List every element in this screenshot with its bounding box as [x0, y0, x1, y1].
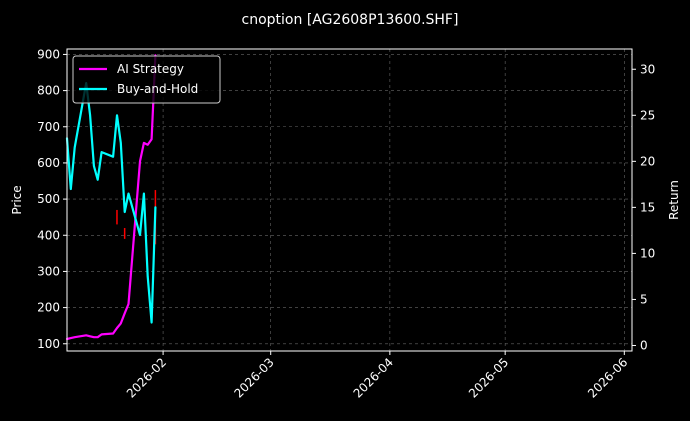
y-left-tick-label-300: 300: [37, 264, 60, 278]
y-axis-label-left: Price: [10, 185, 24, 214]
legend-label-buy-and-hold: Buy-and-Hold: [117, 82, 198, 96]
legend: AI Strategy Buy-and-Hold: [72, 55, 221, 104]
grid: [67, 49, 632, 351]
y-left-tick-label-700: 700: [37, 120, 60, 134]
y-left-tick-label-800: 800: [37, 84, 60, 98]
y-left-tick-label-400: 400: [37, 228, 60, 242]
y-left-tick-label-600: 600: [37, 156, 60, 170]
y-right-tick-label-20: 20: [640, 154, 655, 168]
y-right-tick-label-10: 10: [640, 246, 655, 260]
y-right-tick-label-0: 0: [640, 338, 648, 352]
y-left-tick-label-200: 200: [37, 301, 60, 315]
chart-title: cnoption [AG2608P13600.SHF]: [242, 12, 459, 28]
y-left-tick-label-500: 500: [37, 192, 60, 206]
y-right-tick-label-5: 5: [640, 292, 648, 306]
y-right-tick-label-15: 15: [640, 200, 655, 214]
y-axis-label-right: Return: [667, 180, 681, 220]
legend-box: [72, 55, 221, 104]
series-line-ai-strategy: [65, 54, 157, 341]
legend-label-ai-strategy: AI Strategy: [117, 62, 184, 76]
y-left-tick-label-100: 100: [37, 337, 60, 351]
y-right-tick-label-25: 25: [640, 108, 655, 122]
y-left-tick-label-900: 900: [37, 47, 60, 61]
y-right-tick-label-30: 30: [640, 62, 655, 76]
plot-frame: [66, 48, 633, 352]
